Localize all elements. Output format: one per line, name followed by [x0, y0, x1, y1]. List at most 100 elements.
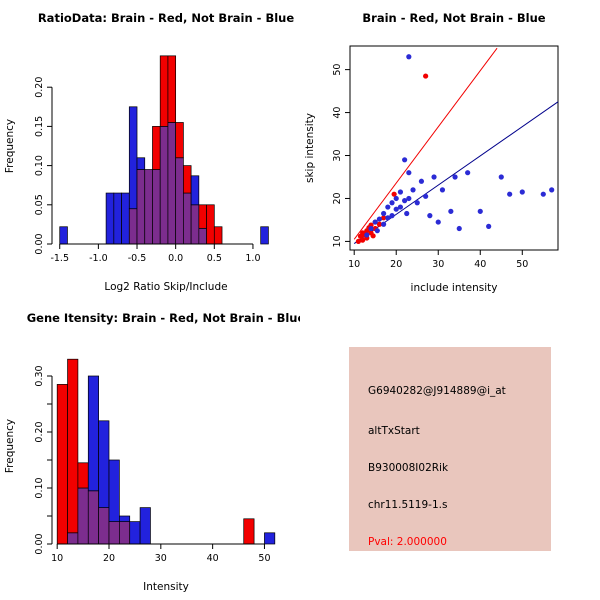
scatter-point: [418, 178, 425, 184]
y-tick-label: 0.20: [34, 77, 45, 98]
hist-bar-blue: [260, 226, 269, 245]
scatter-point: [393, 195, 399, 202]
scatter-point: [427, 213, 433, 219]
hist-bar-red: [206, 204, 215, 245]
x-tick-label: 10: [348, 259, 360, 270]
x-tick-label: 20: [390, 259, 402, 270]
hist-bar-overlap: [119, 521, 131, 545]
scatter-point: [370, 233, 376, 239]
plot-area: 10 20 30 40 50 0.00 0.10 0.20 0.30: [34, 358, 276, 564]
scatter-point: [452, 174, 458, 180]
intensity-scatter-chart: Brain - Red, Not Brain - Blue include in…: [304, 11, 559, 294]
info-panel: G6940282@J914889@i_at altTxStart B930008…: [300, 300, 600, 600]
x-tick-label: 30: [155, 553, 167, 564]
x-axis-label: Intensity: [143, 581, 189, 593]
scatter-point: [360, 237, 366, 243]
scatter-point: [507, 191, 513, 197]
ratio-histogram-chart: RatioData: Brain - Red, Not Brain - Blue…: [4, 11, 294, 293]
x-axis-label: Log2 Ratio Skip/Include: [104, 281, 227, 293]
info-line-event-type: altTxStart: [368, 425, 420, 437]
hist-bar-blue: [105, 192, 115, 245]
scatter-point: [389, 200, 395, 206]
x-tick-label: 1.0: [245, 253, 260, 264]
hist-bar-overlap: [98, 507, 110, 545]
hist-bar-red: [198, 204, 207, 229]
info-line-locus: chr11.5119-1.s: [368, 499, 448, 511]
x-tick-label: 40: [474, 259, 486, 270]
hist-bar-overlap: [167, 122, 177, 245]
x-tick-label: 40: [207, 553, 219, 564]
info-line-pval: Pval: 2.000000: [368, 536, 447, 548]
hist-bar-overlap: [144, 169, 153, 245]
scatter-point: [423, 73, 429, 79]
intensity-scatter-panel: Brain - Red, Not Brain - Blue include in…: [300, 0, 600, 300]
scatter-point: [406, 195, 412, 202]
brain-fit-line: [353, 47, 498, 240]
scatter-point: [397, 204, 404, 210]
x-tick-label: 0.0: [168, 253, 183, 264]
scatter-point: [374, 228, 380, 234]
hist-bar-blue: [129, 521, 141, 545]
scatter-point: [406, 54, 412, 60]
hist-bar-overlap: [77, 487, 89, 545]
ratio-histogram-panel: RatioData: Brain - Red, Not Brain - Blue…: [0, 0, 300, 300]
hist-bar-red: [67, 358, 79, 534]
hist-bar-red: [183, 165, 192, 194]
y-tick-label: 40: [332, 107, 343, 119]
scatter-point: [431, 174, 437, 180]
scatter-point: [355, 238, 362, 245]
y-tick-label: 0.15: [34, 116, 45, 137]
hist-bar-overlap: [87, 490, 99, 545]
hist-bar-blue: [190, 175, 200, 206]
scatter-point: [376, 216, 383, 222]
y-tick-label: 30: [332, 149, 343, 161]
x-tick-label: 50: [516, 259, 528, 270]
y-tick-label: 50: [332, 64, 343, 76]
y-tick-label: 0.10: [34, 155, 45, 176]
info-line-probe-id: G6940282@J914889@i_at: [368, 385, 506, 397]
scatter-point: [385, 215, 391, 221]
scatter-point: [376, 221, 383, 227]
hist-bar-overlap: [198, 227, 207, 245]
scatter-point: [423, 193, 429, 199]
y-axis-label: skip intensity: [304, 113, 316, 183]
hist-bar-blue: [113, 192, 122, 245]
scatter-point: [540, 191, 546, 197]
scatter-point: [519, 189, 525, 195]
hist-bar-blue: [119, 515, 131, 522]
scatter-point: [549, 187, 555, 193]
hist-bar-blue: [139, 507, 151, 545]
y-tick-label: 10: [332, 235, 343, 247]
scatter-point: [391, 191, 397, 197]
hist-bar-red: [167, 55, 177, 123]
hist-bar-blue: [87, 375, 99, 492]
scatter-point: [456, 225, 462, 232]
info-line-gene-symbol: B930008I02Rik: [368, 462, 449, 474]
scatter-point: [364, 232, 370, 238]
hist-bar-overlap: [108, 521, 120, 545]
y-tick-label: 0.10: [34, 477, 45, 498]
hist-bar-red: [175, 122, 184, 159]
hist-bar-blue: [108, 459, 120, 522]
chart-title: Gene Itensity: Brain - Red, Not Brain - …: [27, 311, 300, 325]
hist-bar-overlap: [175, 157, 184, 245]
scatter-point: [439, 187, 446, 193]
x-tick-label: 0.5: [207, 253, 222, 264]
scatter-point: [448, 208, 454, 214]
hist-bar-red: [213, 226, 223, 245]
scatter-point: [404, 210, 410, 217]
scatter-point: [393, 206, 399, 212]
plot-box: [349, 45, 559, 251]
y-tick-label: 0.30: [34, 365, 45, 386]
y-axis-label: Frequency: [4, 419, 16, 473]
hist-bar-overlap: [183, 192, 192, 245]
y-tick-label: 0.00: [34, 533, 45, 554]
scatter-point: [414, 200, 420, 206]
scatter-point: [381, 210, 387, 217]
plot-area: 10 20 30 40 50 10 20 30 40 50: [332, 45, 559, 270]
scatter-point: [435, 219, 441, 225]
scatter-point: [477, 208, 483, 214]
plot-area: -1.5 -1.0 -0.5 0.0 0.5 1.0 0.00 0.05 0.10 0.15 0.2…: [34, 55, 269, 264]
hist-bar-blue: [128, 106, 138, 210]
